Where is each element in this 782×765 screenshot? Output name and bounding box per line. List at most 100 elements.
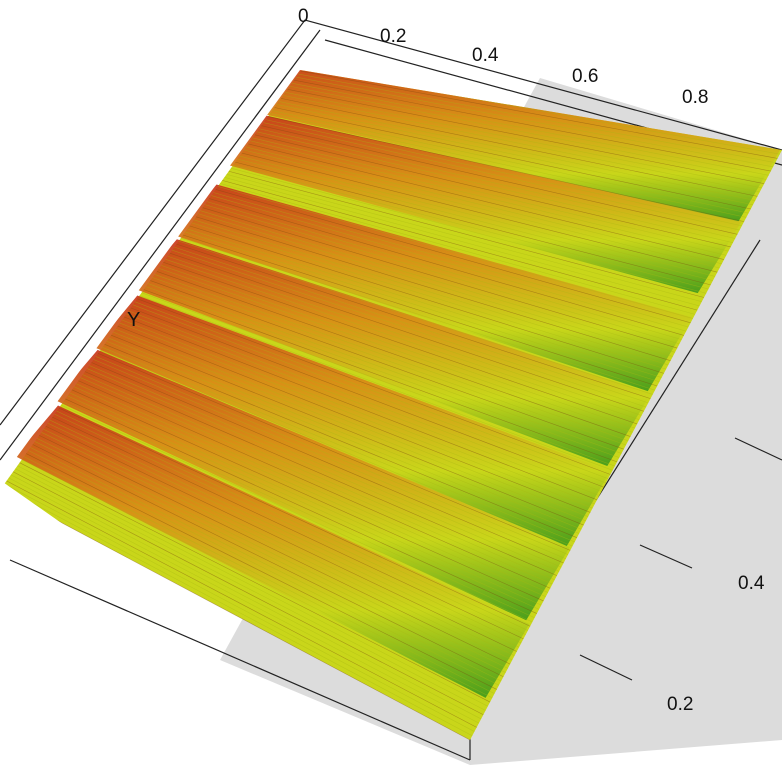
surface-texture-line [141,292,615,467]
surface-texture-line [259,128,736,239]
surface-texture-line [137,298,611,475]
surface-ridge [94,295,611,547]
surface-texture-line [263,122,740,231]
surface-texture-line [182,234,658,387]
surface-texture-line [165,259,640,420]
y-tick-labels: 0.2 0.4 [667,573,765,715]
surface-texture-line [45,425,517,652]
surface-texture-line [272,110,749,214]
surface-texture-line [0,489,471,741]
surface-texture-line [117,325,591,513]
surface-ridge [222,115,742,294]
surface-texture-line [36,438,509,669]
surface-texture-line [195,216,671,362]
surface-texture-line [121,319,595,505]
surface-texture-line [265,119,742,227]
surface-texture-line [180,237,656,391]
surface-ridge [134,239,651,466]
surface-texture-line [213,192,689,328]
x-tick-label: 0.6 [572,66,598,87]
surface-texture-line [6,480,477,728]
surface [0,70,782,741]
surface-texture-line [156,271,631,437]
surface-texture-line [274,107,751,210]
surface-texture-line [76,383,549,593]
surface-texture-line [193,219,669,366]
surface-texture-line [8,477,480,724]
surface-texture-line [41,432,513,661]
surface-texture-line [280,98,758,197]
surface-texture-line [128,310,602,492]
surface-texture-line [104,344,578,538]
surface-texture-line [298,73,776,163]
surface-texture-line [47,422,520,648]
surface-texture-line [276,104,754,206]
y-tick-marks [579,437,782,681]
surface-texture-line [60,404,533,623]
surface-texture-line [291,82,769,176]
surface-texture-line [294,79,771,172]
surface-texture-line [65,398,537,614]
surface-texture-line [161,265,636,429]
surface-texture-line [261,125,738,235]
surface-texture-line [126,313,600,496]
surface-texture-line [2,486,473,737]
surface-texture-line [119,322,593,509]
surface-texture-line [235,161,711,286]
surface-texture-line [87,368,560,572]
surface-texture-line [215,189,691,324]
surface-texture-line [23,456,495,694]
surface-texture-line [300,70,778,159]
surface-texture-line [17,465,488,707]
surface-texture-line [106,340,580,534]
surface-texture-line [172,249,647,408]
surface-texture-line [152,277,627,446]
surface-texture-line [84,371,558,576]
surface-texture-line [130,307,604,488]
surface-texture-line [204,204,680,345]
surface-texture-line [143,289,618,463]
surface-texture-line [239,155,716,277]
surface-texture-line [252,137,729,252]
surface-texture-line [15,468,486,711]
surface-texture-line [176,243,651,399]
surface-texture-line [39,435,511,665]
surface-texture-line [67,395,540,610]
y-tick-label: 0.4 [738,573,765,594]
surface-texture-line [91,362,564,564]
surface-texture-line [32,444,504,678]
surface-ridge [173,184,692,392]
surface-texture-line [19,462,491,703]
surface-texture-line [12,471,484,715]
surface-texture-line [289,85,767,180]
surface-texture-line [132,304,607,484]
surface-texture-line [82,374,555,581]
surface-texture-line [254,134,731,248]
surface-texture-line [97,353,571,551]
surface-texture-line [278,101,756,201]
x-tick-labels: 0 0.2 0.4 0.6 0.8 [298,6,708,108]
surface-texture-line [43,429,515,656]
y-tick-label: 0.2 [667,694,693,715]
surface-texture-line [56,410,529,631]
surface-texture-line [230,167,707,294]
surface-texture-line [178,240,653,395]
surface-texture-line [226,173,702,303]
surface-texture-line [124,316,598,501]
surface-texture-line [113,331,586,522]
surface-texture-line [296,76,774,168]
surface-texture-line [270,113,747,218]
surface-texture-line [158,268,633,433]
surface-texture-line [89,365,562,568]
surface-texture-line [267,116,745,222]
surface-texture-line [185,231,660,383]
surface-texture-line [52,416,524,640]
surface-texture-line [58,407,531,627]
surface-texture-line [102,347,575,543]
surface-texture-line [49,419,522,644]
surface-texture-line [63,401,535,619]
surface-texture-line [145,286,620,458]
surface-texture-line [154,274,629,442]
surface-texture-line [169,252,644,412]
surface-texture-line [191,222,667,370]
